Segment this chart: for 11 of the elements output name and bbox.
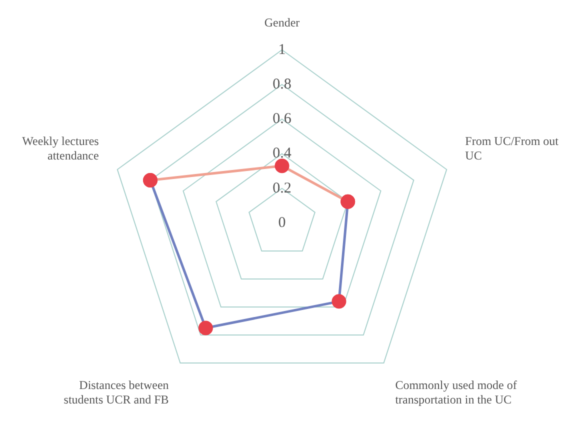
y-tick-label: 0.2 — [272, 180, 292, 196]
y-tick-label: 0.8 — [272, 76, 292, 92]
spoke-label: Commonly used mode of transportation in the UC — [395, 378, 517, 407]
y-tick-label: 0.4 — [272, 146, 292, 162]
spoke-label: Distances between students UCR and FB — [64, 378, 169, 407]
y-tick-label: 0 — [278, 214, 286, 231]
y-tick-label: 0.6 — [272, 111, 292, 128]
y-tick-label: 1 — [278, 42, 286, 58]
spoke-label: Weekly lectures attendance — [22, 134, 100, 162]
spoke-label: Gender — [264, 15, 300, 30]
spoke-label: From UC/From out UC — [465, 134, 560, 162]
